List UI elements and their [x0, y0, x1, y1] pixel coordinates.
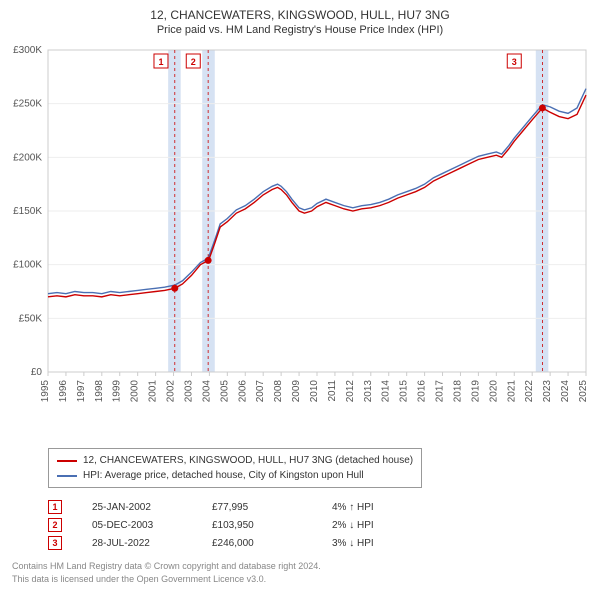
svg-text:2008: 2008 [273, 380, 284, 403]
svg-text:1996: 1996 [58, 380, 69, 403]
sale-price: £246,000 [212, 538, 302, 549]
svg-text:2007: 2007 [255, 380, 266, 403]
sale-row: 2 05-DEC-2003 £103,950 2% ↓ HPI [48, 518, 594, 532]
sale-date: 28-JUL-2022 [92, 538, 182, 549]
sale-date: 25-JAN-2002 [92, 502, 182, 513]
svg-text:2017: 2017 [435, 380, 446, 403]
legend-label: HPI: Average price, detached house, City… [83, 468, 364, 483]
legend-label: 12, CHANCEWATERS, KINGSWOOD, HULL, HU7 3… [83, 453, 413, 468]
sale-price: £103,950 [212, 520, 302, 531]
sales-list: 1 25-JAN-2002 £77,995 4% ↑ HPI 2 05-DEC-2003 £… [48, 500, 594, 550]
svg-text:2014: 2014 [381, 380, 392, 403]
sale-row: 1 25-JAN-2002 £77,995 4% ↑ HPI [48, 500, 594, 514]
svg-text:£100K: £100K [13, 260, 42, 271]
svg-text:2022: 2022 [524, 380, 535, 403]
footer-line1: Contains HM Land Registry data © Crown c… [12, 560, 594, 573]
svg-text:2003: 2003 [183, 380, 194, 403]
svg-text:£50K: £50K [19, 313, 43, 324]
svg-text:2004: 2004 [201, 380, 212, 403]
svg-text:£150K: £150K [13, 206, 42, 217]
page-subtitle: Price paid vs. HM Land Registry's House … [6, 24, 594, 36]
footer-line2: This data is licensed under the Open Gov… [12, 573, 594, 586]
svg-text:2009: 2009 [291, 380, 302, 403]
sale-marker-box: 1 [48, 500, 62, 514]
sale-delta: 3% ↓ HPI [332, 538, 422, 549]
svg-text:2005: 2005 [219, 380, 230, 403]
svg-text:2020: 2020 [488, 380, 499, 403]
svg-text:1995: 1995 [40, 380, 51, 403]
legend-swatch [57, 460, 77, 462]
svg-text:2010: 2010 [309, 380, 320, 403]
svg-text:2000: 2000 [130, 380, 141, 403]
svg-text:2016: 2016 [417, 380, 428, 403]
svg-text:2006: 2006 [237, 380, 248, 403]
svg-text:2011: 2011 [327, 380, 338, 402]
sale-delta: 2% ↓ HPI [332, 520, 422, 531]
footer-attribution: Contains HM Land Registry data © Crown c… [12, 560, 594, 585]
svg-text:2013: 2013 [363, 380, 374, 403]
legend-swatch [57, 475, 77, 477]
svg-text:1998: 1998 [94, 380, 105, 403]
svg-text:2002: 2002 [166, 380, 177, 403]
svg-text:£0: £0 [31, 367, 43, 378]
svg-text:2023: 2023 [542, 380, 553, 403]
svg-text:3: 3 [512, 57, 517, 67]
price-chart: £0 £50K £100K £150K £200K £250K £300K 1995 1996 1… [6, 42, 594, 442]
legend-row: 12, CHANCEWATERS, KINGSWOOD, HULL, HU7 3… [57, 453, 413, 468]
svg-text:1: 1 [158, 57, 163, 67]
svg-text:2001: 2001 [148, 380, 159, 403]
svg-text:£300K: £300K [13, 45, 42, 56]
legend-row: HPI: Average price, detached house, City… [57, 468, 413, 483]
page-title: 12, CHANCEWATERS, KINGSWOOD, HULL, HU7 3… [6, 8, 594, 22]
sale-marker-box: 3 [48, 536, 62, 550]
sale-marker-box: 2 [48, 518, 62, 532]
svg-text:2024: 2024 [560, 380, 571, 403]
svg-text:2: 2 [191, 57, 196, 67]
sale-price: £77,995 [212, 502, 302, 513]
sale-delta: 4% ↑ HPI [332, 502, 422, 513]
svg-text:2019: 2019 [470, 380, 481, 403]
svg-text:£200K: £200K [13, 152, 42, 163]
svg-text:2012: 2012 [345, 380, 356, 403]
svg-text:1997: 1997 [76, 380, 87, 403]
legend: 12, CHANCEWATERS, KINGSWOOD, HULL, HU7 3… [48, 448, 422, 488]
sale-date: 05-DEC-2003 [92, 520, 182, 531]
svg-text:2015: 2015 [399, 380, 410, 403]
svg-text:£250K: £250K [13, 99, 42, 110]
svg-text:2021: 2021 [506, 380, 517, 403]
svg-text:2025: 2025 [578, 380, 589, 403]
svg-text:1999: 1999 [112, 380, 123, 403]
svg-text:2018: 2018 [452, 380, 463, 403]
sale-row: 3 28-JUL-2022 £246,000 3% ↓ HPI [48, 536, 594, 550]
